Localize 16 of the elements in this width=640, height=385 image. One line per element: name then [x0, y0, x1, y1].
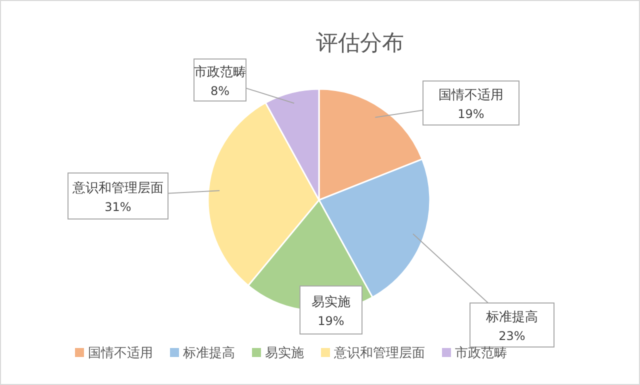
data-label: 19%: [318, 314, 344, 328]
slice-label: 易实施: [312, 295, 350, 310]
legend-label: 标准提高: [182, 345, 235, 361]
slice-label: 国情不适用: [438, 88, 504, 103]
legend-label: 市政范畴: [455, 346, 507, 361]
data-label: 31%: [104, 200, 132, 214]
data-label: 8%: [210, 84, 230, 98]
legend-label: 国情不适用: [88, 346, 153, 361]
slice-label: 市政范畴: [194, 65, 246, 80]
legend-label: 易实施: [265, 346, 304, 361]
slice-label: 意识和管理层面: [72, 181, 164, 196]
chart-title: 评估分布: [316, 31, 404, 56]
data-label: 19%: [458, 107, 484, 121]
data-label: 23%: [498, 329, 526, 343]
slice-label: 标准提高: [485, 309, 538, 325]
legend-label: 意识和管理层面: [333, 346, 425, 361]
